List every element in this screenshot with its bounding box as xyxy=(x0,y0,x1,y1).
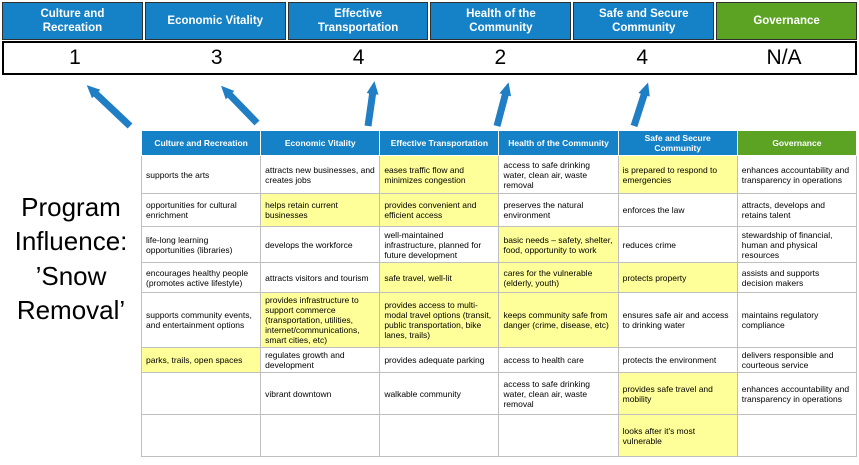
matrix-cell: enhances accountability and transparency… xyxy=(736,372,858,416)
title-line: Removal’ xyxy=(16,294,126,325)
score-economic-vitality: 3 xyxy=(210,46,223,69)
matrix-row-8: looks after it's most vulnerable xyxy=(140,414,858,458)
matrix-cell: enforces the law xyxy=(617,193,738,228)
matrix-cell: life-long learning opportunities (librar… xyxy=(140,226,262,264)
matrix-cell: attracts visitors and tourism xyxy=(260,262,381,294)
matrix-cell xyxy=(498,414,619,458)
influence-arrows xyxy=(86,81,650,129)
matrix-cell: provides infrastructure to support comme… xyxy=(260,292,381,349)
influence-matrix: Culture and Recreation Economic Vitality E… xyxy=(140,129,858,458)
matrix-cell: helps retain current businesses xyxy=(260,193,381,228)
matrix-cell: cares for the vulnerable (elderly, youth… xyxy=(498,262,619,294)
matrix-cell: reduces crime xyxy=(617,226,738,264)
matrix-cell xyxy=(140,414,262,458)
score-culture-and-recreation: 1 xyxy=(69,46,81,69)
matrix-header-safe-and-secure-community: Safe and Secure Community xyxy=(617,129,738,157)
matrix-cell: assists and supports decision makers xyxy=(736,262,858,294)
matrix-cell: ensures safe air and access to drinking … xyxy=(617,292,738,349)
matrix-header-effective-transportation: Effective Transportation xyxy=(379,129,500,157)
matrix-cell: walkable community xyxy=(379,372,500,416)
arrow-transportation xyxy=(364,81,379,127)
matrix-cell: protects the environment xyxy=(617,347,738,374)
matrix-row-6: parks, trails, open spaces regulates grow… xyxy=(140,347,858,374)
matrix-row-7: vibrant downtown walkable community access… xyxy=(140,372,858,416)
matrix-cell: access to health care xyxy=(498,347,619,374)
matrix-row-4: encourages healthy people (promotes acti… xyxy=(140,262,858,294)
score-health-of-the-community: 2 xyxy=(494,46,507,69)
matrix-cell: attracts new businesses, and creates job… xyxy=(260,155,381,195)
matrix-row-1: supports the arts attracts new businesses… xyxy=(140,155,858,195)
arrow-safe xyxy=(630,82,650,128)
matrix-header-row: Culture and Recreation Economic Vitality E… xyxy=(140,129,858,157)
title-line: Program xyxy=(21,192,121,222)
matrix-cell: access to safe drinking water, clean air… xyxy=(498,372,619,416)
matrix-cell: looks after it's most vulnerable xyxy=(617,414,738,458)
summary-header-row: Culture and Recreation Economic Vitality E… xyxy=(2,2,857,40)
matrix-cell: supports community events, and entertain… xyxy=(140,292,262,349)
matrix-cell: opportunities for cultural enrichment xyxy=(140,193,262,228)
arrow-culture xyxy=(86,85,133,129)
matrix-header-governance: Governance xyxy=(736,129,858,157)
matrix-header-health-of-the-community: Health of the Community xyxy=(498,129,619,157)
program-influence-title: Program Influence: ’Snow Removal’ xyxy=(2,190,140,327)
score-safe-and-secure-community: 4 xyxy=(636,46,649,69)
matrix-cell: provides convenient and efficient access xyxy=(379,193,500,228)
matrix-row-3: life-long learning opportunities (librar… xyxy=(140,226,858,264)
matrix-cell xyxy=(260,414,381,458)
matrix-body: supports the arts attracts new businesses… xyxy=(140,155,858,458)
category-box-governance: Governance xyxy=(716,2,857,40)
matrix-cell: enhances accountability and transparency… xyxy=(736,155,858,195)
matrix-cell: provides adequate parking xyxy=(379,347,500,374)
matrix-cell: access to safe drinking water, clean air… xyxy=(498,155,619,195)
matrix-cell: provides safe travel and mobility xyxy=(617,372,738,416)
matrix-cell: provides access to multi-modal travel op… xyxy=(379,292,500,349)
matrix-cell: is prepared to respond to emergencies xyxy=(617,155,738,195)
matrix-cell: safe travel, well-lit xyxy=(379,262,500,294)
category-box-safe-and-secure-community: Safe and Secure Community xyxy=(573,2,715,40)
matrix-cell: supports the arts xyxy=(140,155,262,195)
title-line: Influence: xyxy=(14,226,128,257)
matrix-header-culture-and-recreation: Culture and Recreation xyxy=(140,129,262,157)
matrix-header-economic-vitality: Economic Vitality xyxy=(260,129,381,157)
score-effective-transportation: 4 xyxy=(352,46,365,69)
score-governance: N/A xyxy=(766,46,802,69)
category-box-effective-transportation: Effective Transportation xyxy=(287,2,429,40)
matrix-cell: basic needs – safety, shelter, food, opp… xyxy=(498,226,619,264)
arrow-economic xyxy=(221,85,260,126)
matrix-cell: keeps community safe from danger (crime,… xyxy=(498,292,619,349)
matrix-cell xyxy=(379,414,500,458)
matrix-row-2: opportunities for cultural enrichment hel… xyxy=(140,193,858,228)
title-line: ’Snow xyxy=(35,260,107,291)
matrix-cell xyxy=(736,414,858,458)
matrix-cell: attracts, develops and retains talent xyxy=(736,193,858,228)
category-box-culture-and-recreation: Culture and Recreation xyxy=(2,2,143,40)
matrix-cell: preserves the natural environment xyxy=(498,193,619,228)
matrix-cell: regulates growth and development xyxy=(260,347,381,374)
category-box-health-of-the-community: Health of the Community xyxy=(430,2,572,40)
matrix-cell: well-maintained infrastructure, planned … xyxy=(379,226,500,264)
matrix-cell: develops the workforce xyxy=(260,226,381,264)
matrix-row-5: supports community events, and entertain… xyxy=(140,292,858,349)
matrix-cell: parks, trails, open spaces xyxy=(140,347,262,374)
score-row: 1 3 4 2 4 N/A xyxy=(2,41,857,75)
matrix-cell: encourages healthy people (promotes acti… xyxy=(140,262,262,294)
matrix-cell: maintains regulatory compliance xyxy=(736,292,858,349)
arrow-health xyxy=(493,82,512,127)
matrix-cell: protects property xyxy=(617,262,738,294)
matrix-cell: vibrant downtown xyxy=(260,372,381,416)
matrix-cell: delivers responsible and courteous servi… xyxy=(736,347,858,374)
matrix-cell xyxy=(140,372,262,416)
matrix-cell: eases traffic flow and minimizes congest… xyxy=(379,155,500,195)
category-box-economic-vitality: Economic Vitality xyxy=(144,2,286,40)
matrix-cell: stewardship of financial, human and phys… xyxy=(736,226,858,264)
